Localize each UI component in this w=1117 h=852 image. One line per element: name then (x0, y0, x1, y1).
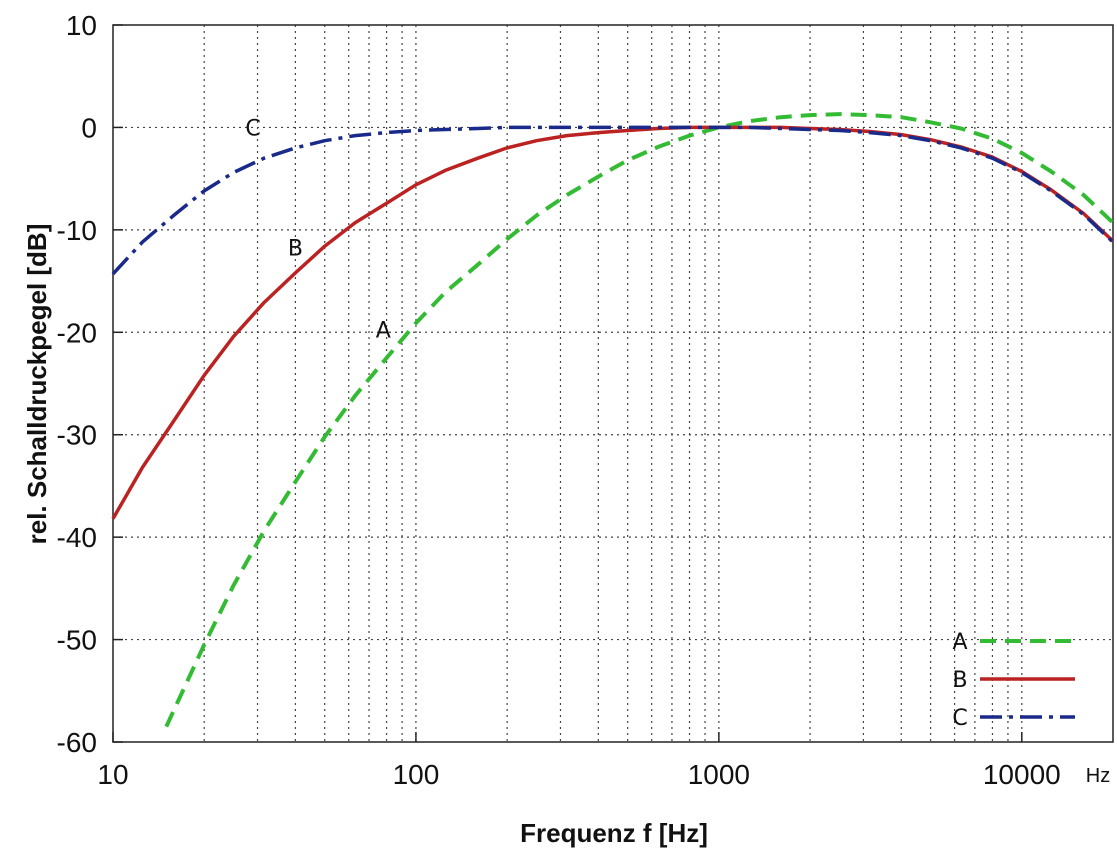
y-axis-title: rel. Schalldruckpegel [dB] (22, 224, 52, 545)
y-tick-label: -20 (57, 317, 97, 348)
x-tick-label: 1000 (688, 759, 750, 790)
x-tick-label: 10 (97, 759, 128, 790)
y-tick-label: -30 (57, 420, 97, 451)
series-line-c (111, 125, 1115, 276)
legend-label-b: B (952, 668, 967, 693)
legend: ABC (952, 630, 1075, 731)
curve-label-b: B (288, 236, 303, 261)
y-tick-label: -50 (57, 625, 97, 656)
series-line-a (164, 112, 1115, 728)
grid (113, 25, 1113, 742)
y-tick-label: -60 (57, 727, 97, 758)
curve-label-a: A (376, 318, 391, 343)
curve-labels: A B C (245, 117, 390, 344)
y-tick-label: -40 (57, 522, 97, 553)
legend-label-c: C (952, 706, 967, 731)
x-axis-title: Frequenz f [Hz] (520, 818, 708, 848)
x-axis-unit-label: Hz (1086, 765, 1110, 787)
series-line-b (111, 125, 1115, 520)
y-tick-label: 10 (66, 10, 97, 41)
y-tick-label: -10 (57, 215, 97, 246)
y-tick-label: 0 (81, 112, 97, 143)
curve-label-c: C (245, 117, 260, 142)
plot-frame (112, 24, 1114, 743)
legend-label-a: A (952, 630, 967, 655)
x-tick-label: 100 (393, 759, 440, 790)
x-tick-label: 10000 (983, 759, 1061, 790)
series-layer (111, 112, 1115, 728)
